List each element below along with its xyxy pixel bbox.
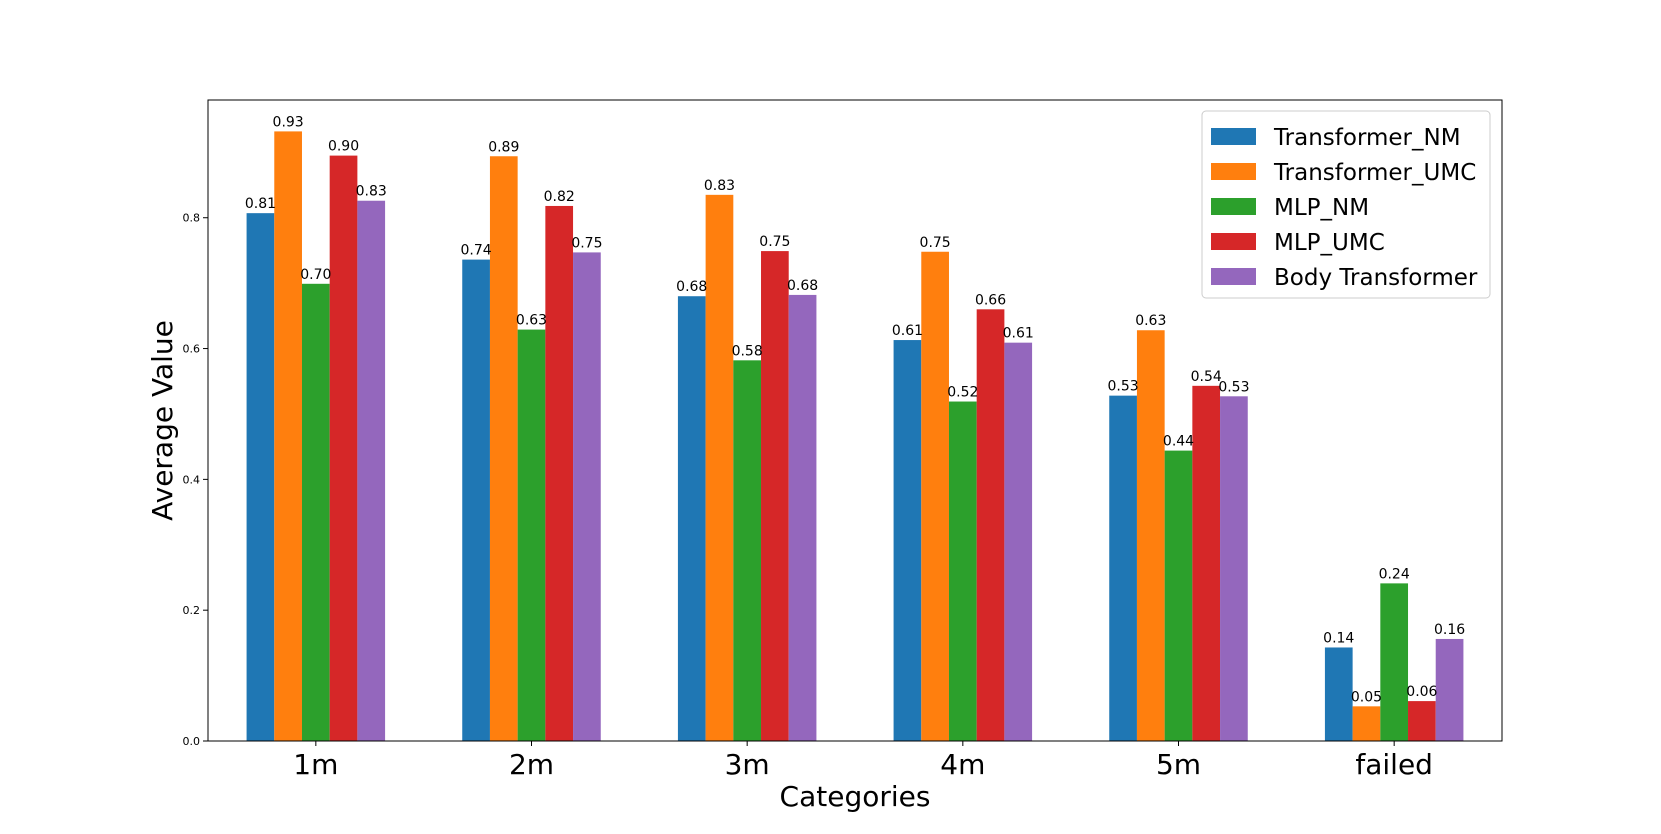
x-tick-label: failed: [1355, 748, 1433, 781]
x-axis: 1m 2m 3m 4m 5m failed: [293, 741, 1433, 781]
y-tick-label: 0.4: [183, 473, 201, 486]
legend-entry: Transformer_UMC: [1273, 160, 1476, 186]
data-label: 0.63: [516, 313, 547, 329]
bar-body-transformer-5m: [1220, 396, 1248, 741]
bar-transformer-nm-5m: [1109, 395, 1137, 741]
legend-box: [1201, 110, 1491, 299]
bars-layer: [246, 131, 1464, 742]
plot-frame: [207, 99, 1503, 742]
data-label: 0.75: [759, 234, 790, 250]
legend-entry: MLP_NM: [1274, 195, 1369, 221]
bar-body-transformer-2m: [573, 252, 601, 741]
data-label: 0.89: [488, 139, 519, 155]
data-label: 0.75: [571, 235, 602, 251]
data-label: 0.93: [273, 114, 304, 130]
data-label: 0.52: [947, 385, 978, 401]
data-label: 0.53: [1108, 379, 1139, 395]
data-label: 0.70: [300, 267, 331, 283]
legend-swatch: [1211, 163, 1256, 180]
data-label: 0.81: [245, 196, 276, 212]
bar-mlp-umc-2m: [545, 205, 574, 741]
bar-transformer-nm-2m: [462, 259, 490, 741]
y-tick-label: 0.2: [183, 604, 201, 617]
data-label: 0.14: [1323, 630, 1354, 646]
bar-mlp-nm-2m: [517, 329, 546, 741]
bar-transformer-umc-failed: [1352, 706, 1381, 741]
bar-mlp-umc-failed: [1408, 701, 1436, 741]
data-label: 0.61: [1003, 326, 1034, 342]
data-label: 0.58: [732, 343, 763, 359]
bar-transformer-nm-3m: [677, 296, 706, 741]
bar-transformer-nm-failed: [1324, 647, 1353, 741]
bar-mlp-nm-failed: [1380, 583, 1409, 741]
data-label: 0.90: [328, 139, 359, 155]
legend: Transformer_NM Transformer_UMC MLP_NM MLP_U…: [1201, 110, 1491, 299]
data-label: 0.24: [1379, 566, 1410, 582]
bar-body-transformer-4m: [1004, 342, 1033, 741]
bar-mlp-nm-5m: [1164, 450, 1193, 741]
bar-transformer-umc-4m: [921, 251, 949, 741]
bar-body-transformer-failed: [1435, 638, 1464, 741]
x-axis-label: Categories: [780, 780, 931, 813]
x-tick-label: 3m: [725, 748, 770, 781]
data-label: 0.68: [787, 278, 818, 294]
legend-swatch: [1211, 128, 1256, 145]
data-label: 0.16: [1434, 622, 1465, 638]
y-axis-label: Average Value: [146, 320, 179, 521]
data-label: 0.63: [1135, 313, 1166, 329]
data-label: 0.83: [704, 178, 735, 194]
legend-entry: Body Transformer: [1274, 265, 1478, 291]
bar-mlp-umc-1m: [329, 155, 358, 742]
y-tick-label: 0.0: [183, 735, 201, 748]
bar-transformer-umc-1m: [274, 131, 302, 741]
data-label: 0.05: [1351, 689, 1382, 705]
data-label: 0.06: [1406, 684, 1437, 700]
bar-mlp-nm-4m: [948, 401, 977, 741]
bar-mlp-umc-3m: [761, 251, 789, 741]
x-tick-label: 2m: [509, 748, 554, 781]
bar-transformer-umc-5m: [1136, 330, 1165, 741]
bar-transformer-nm-4m: [893, 340, 922, 741]
data-label: 0.54: [1191, 369, 1222, 385]
legend-swatch: [1211, 268, 1256, 285]
legend-swatch: [1211, 233, 1256, 250]
legend-swatch: [1211, 198, 1256, 215]
legend-entry: MLP_UMC: [1274, 230, 1385, 256]
data-label: 0.82: [544, 189, 575, 205]
y-tick-label: 0.6: [183, 343, 201, 356]
x-tick-label: 5m: [1156, 748, 1201, 781]
data-label: 0.66: [975, 292, 1006, 308]
data-label: 0.61: [892, 323, 923, 339]
y-axis: 0.0 0.2 0.4 0.6 0.8: [183, 212, 208, 748]
bar-mlp-nm-3m: [733, 360, 762, 741]
data-labels-layer: 0.81 0.93 0.70 0.90 0.83 0.74 0.89 0.63 0.82 0.75…: [245, 114, 1465, 705]
data-label: 0.75: [920, 235, 951, 251]
x-tick-label: 1m: [293, 748, 338, 781]
bar-body-transformer-1m: [357, 200, 386, 742]
bar-body-transformer-3m: [788, 294, 817, 741]
data-label: 0.83: [356, 184, 387, 200]
data-label: 0.53: [1218, 379, 1249, 395]
data-label: 0.44: [1163, 434, 1194, 450]
bar-transformer-umc-3m: [705, 194, 734, 742]
bar-mlp-nm-1m: [301, 283, 330, 741]
bar-transformer-nm-1m: [246, 213, 275, 741]
bar-mlp-umc-4m: [976, 309, 1005, 741]
bar-mlp-umc-5m: [1192, 385, 1221, 741]
bar-transformer-umc-2m: [489, 156, 518, 741]
x-tick-label: 4m: [940, 748, 985, 781]
data-label: 0.74: [461, 243, 492, 259]
data-label: 0.68: [676, 279, 707, 295]
y-tick-label: 0.8: [183, 212, 201, 225]
legend-entry: Transformer_NM: [1273, 125, 1461, 151]
